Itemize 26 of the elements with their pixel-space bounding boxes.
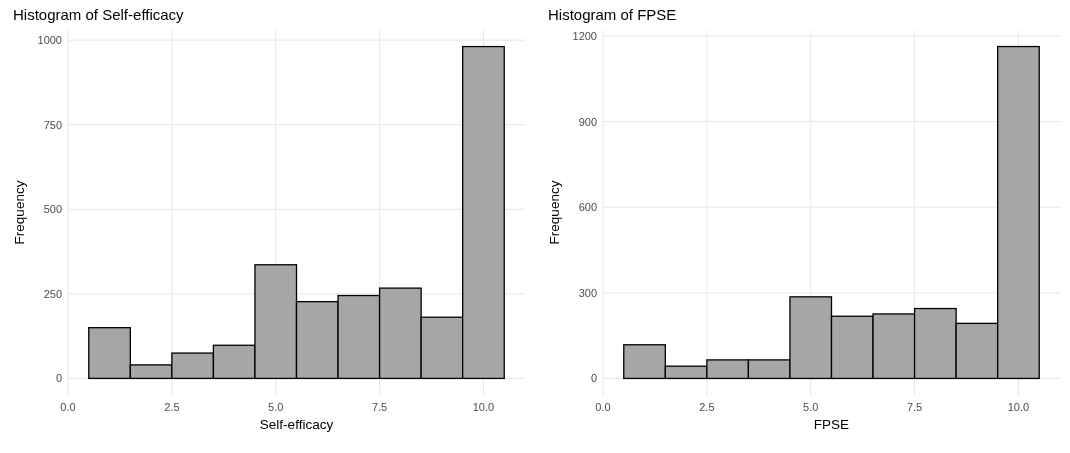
y-tick-label: 900 (578, 115, 597, 128)
y-tick-label: 0 (590, 372, 597, 385)
x-tick-label: 5.0 (268, 401, 284, 413)
y-tick-label: 500 (43, 203, 62, 216)
x-tick-label: 0.0 (595, 401, 611, 413)
y-tick-label: 300 (578, 286, 597, 299)
y-tick-label: 600 (578, 201, 597, 214)
y-axis-title: Frequency (547, 180, 562, 245)
y-tick-label: 1000 (37, 34, 62, 47)
x-tick-label: 2.5 (699, 401, 715, 413)
x-tick-label: 7.5 (906, 401, 923, 413)
x-axis-title: FPSE (813, 417, 850, 432)
x-tick-label: 5.0 (803, 401, 819, 413)
x-tick-label: 2.5 (164, 401, 180, 413)
x-tick-label: 0.0 (60, 401, 76, 413)
y-tick-label: 750 (43, 118, 62, 131)
y-tick-label: 1200 (572, 29, 597, 42)
x-tick-label: 10.0 (1007, 401, 1030, 413)
x-tick-label: 7.5 (371, 401, 388, 413)
y-axis-title: Frequency (12, 180, 27, 245)
chart-title: Histogram of FPSE (548, 6, 677, 23)
x-tick-label: 10.0 (472, 401, 495, 413)
y-tick-label: 250 (43, 287, 62, 300)
x-axis-title: Self-efficacy (259, 417, 334, 432)
chart-title: Histogram of Self-efficacy (13, 6, 185, 23)
y-tick-label: 0 (55, 372, 62, 385)
